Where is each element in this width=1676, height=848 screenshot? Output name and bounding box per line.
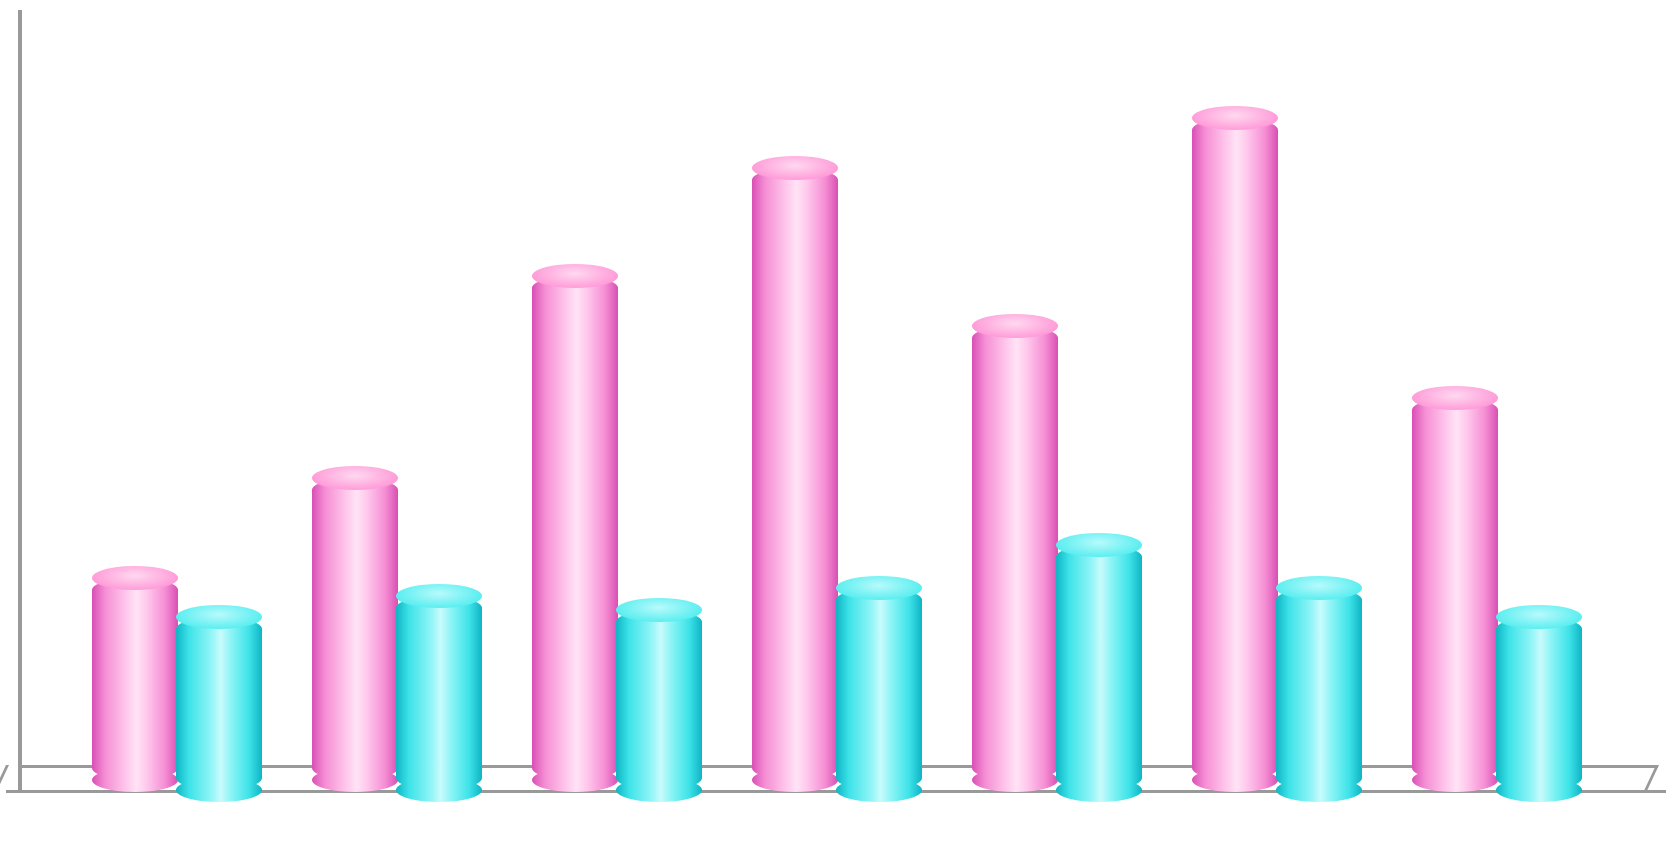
chart-container [0,0,1676,848]
y-axis [18,10,22,790]
bar-series2-4 [1056,545,1142,790]
bar-series2-0 [176,617,262,790]
bar-series2-5 [1276,588,1362,790]
bar-series2-3 [836,588,922,790]
bar-series1-1 [312,478,398,780]
bar-series1-3 [752,168,838,780]
bar-series1-2 [532,276,618,780]
floor-edge-right [1643,765,1659,793]
bar-series1-5 [1192,118,1278,780]
bar-series2-1 [396,596,482,790]
bar-series1-4 [972,326,1058,780]
bar-series1-0 [92,578,178,780]
floor-edge-left [0,765,9,793]
bar-series2-6 [1496,617,1582,790]
bar-series2-2 [616,610,702,790]
bar-series1-6 [1412,398,1498,780]
